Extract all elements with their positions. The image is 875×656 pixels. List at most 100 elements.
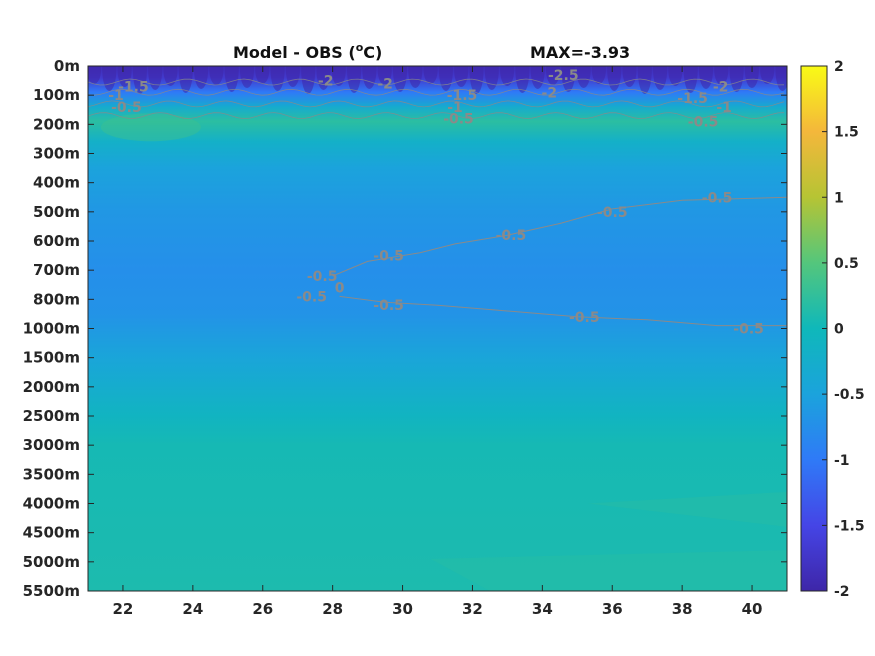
colorbar-tick-label: 1 <box>834 190 844 206</box>
contour-label: -1.5 <box>447 88 478 104</box>
surface-blob <box>760 66 775 84</box>
contour-label: -0.5 <box>597 205 628 221</box>
surface-blob <box>423 66 438 84</box>
deep-wedge <box>430 550 787 591</box>
y-tick-label: 2000m <box>23 378 80 396</box>
y-tick-label: 3000m <box>23 436 80 454</box>
surface-blob <box>285 66 300 87</box>
contour-label: -1 <box>716 100 732 116</box>
y-tick-label: 200m <box>33 115 80 133</box>
heatmap-field: -1.5-1-0.5-2 -2-1.5-1-0.5-2.5-2 -1.5-2-1-0… <box>88 66 787 591</box>
surface-blob <box>515 66 530 93</box>
surface-blob <box>240 66 254 88</box>
y-tick-label: 5500m <box>23 582 80 600</box>
y-tick-label: 5000m <box>23 553 80 571</box>
surface-blob <box>117 66 132 87</box>
x-axis: 22 24 26 28 30 32 34 36 38 40 <box>113 66 763 618</box>
surface-blob <box>637 66 652 94</box>
colorbar-tick-label: -2 <box>834 584 850 600</box>
surface-blob <box>362 66 377 89</box>
chart-title: Model - OBS (oC) <box>233 41 382 62</box>
contour-label: -1 <box>447 100 463 116</box>
y-tick-label: 600m <box>33 232 80 250</box>
contour-label: -2.5 <box>548 68 579 84</box>
surface-blob <box>331 66 346 86</box>
y-tick-label: 400m <box>33 174 80 192</box>
surface-blob <box>699 66 713 89</box>
colorbar-tick-label: 0 <box>834 322 844 338</box>
y-axis: 0m 100m 200m 300m 400m 500m 600m 700m 800m 1000m 1… <box>23 57 787 600</box>
surface-blob <box>683 66 698 93</box>
y-tick-label: 3500m <box>23 465 80 483</box>
x-tick-label: 38 <box>672 600 693 618</box>
contour-label: 0 <box>335 281 345 297</box>
contour-label: -0.5 <box>307 269 338 285</box>
max-label: MAX=-3.93 <box>530 43 630 62</box>
surface-blob <box>500 66 515 86</box>
surface-blob <box>224 66 239 92</box>
surface-blob <box>653 66 668 90</box>
contour-label: -0.5 <box>496 228 527 244</box>
y-tick-label: 700m <box>33 261 80 279</box>
y-tick-label: 500m <box>33 203 80 221</box>
colorbar-tick-label: 0.5 <box>834 256 859 272</box>
x-tick-label: 34 <box>532 600 553 618</box>
y-tick-label: 4500m <box>23 524 80 542</box>
deep-wedge <box>587 491 787 527</box>
x-tick-label: 36 <box>602 600 623 618</box>
surface-contour <box>88 88 785 96</box>
colorbar-tick-label: 1.5 <box>834 125 859 141</box>
contour-label: -2 <box>713 79 729 95</box>
colorbar-tick-label: -0.5 <box>834 387 865 403</box>
surface-blob <box>744 66 759 88</box>
contour-label: -0.5 <box>733 322 764 338</box>
surface-blob <box>408 66 423 88</box>
contour-label: -0.5 <box>702 190 733 206</box>
surface-blob <box>393 66 407 92</box>
contour-label: -0.5 <box>373 298 404 314</box>
colorbar-tick-label: 2 <box>834 59 844 75</box>
surface-blob <box>178 66 193 93</box>
colorbar-ticks: 2 1.5 1 0.5 0 -0.5 -1 -1.5 -2 <box>822 59 865 600</box>
surface-contour <box>88 100 785 108</box>
surface-blob <box>209 66 224 85</box>
y-tick-label: 300m <box>33 145 80 163</box>
y-tick-label: 2500m <box>23 407 80 425</box>
y-tick-label: 800m <box>33 290 80 308</box>
contour-labels: -1.5-1-0.5-2 -2-1.5-1-0.5-2.5-2 -1.5-2-1-0… <box>108 68 764 338</box>
contour-label: -0.5 <box>373 249 404 265</box>
surface-blob <box>484 66 499 90</box>
surface-texture <box>88 66 787 591</box>
surface-blob <box>255 66 270 84</box>
y-tick-label: 100m <box>33 86 80 104</box>
surface-blob <box>561 66 576 92</box>
surface-blob <box>132 66 147 94</box>
contour-label: -0.5 <box>296 289 327 305</box>
surface-blob <box>729 66 744 92</box>
surface-blob <box>591 66 606 84</box>
contour-label: -1.5 <box>677 91 708 107</box>
surface-blob <box>546 66 560 85</box>
contour-label: -0.5 <box>443 112 474 128</box>
contour-line-0 <box>332 196 787 277</box>
surface-blob <box>668 66 683 86</box>
contour-label: -2 <box>377 77 393 93</box>
colorbar-tick-label: -1 <box>834 453 850 469</box>
y-tick-label: 4000m <box>23 495 80 513</box>
warm-patch <box>100 113 201 142</box>
surface-blob <box>469 66 484 94</box>
contour-label: -0.5 <box>688 114 719 130</box>
x-tick-label: 24 <box>182 600 203 618</box>
y-tick-label: 1000m <box>23 320 80 338</box>
contour-label: -2 <box>542 85 558 101</box>
contour-label: -1 <box>108 88 124 104</box>
surface-blob <box>714 66 729 85</box>
surface-blob <box>163 66 178 86</box>
x-tick-label: 40 <box>742 600 763 618</box>
contour-line-1 <box>339 295 787 327</box>
contour-label: -2 <box>318 74 334 90</box>
surface-blob <box>576 66 591 88</box>
surface-contour <box>88 78 785 86</box>
x-tick-label: 32 <box>462 600 483 618</box>
